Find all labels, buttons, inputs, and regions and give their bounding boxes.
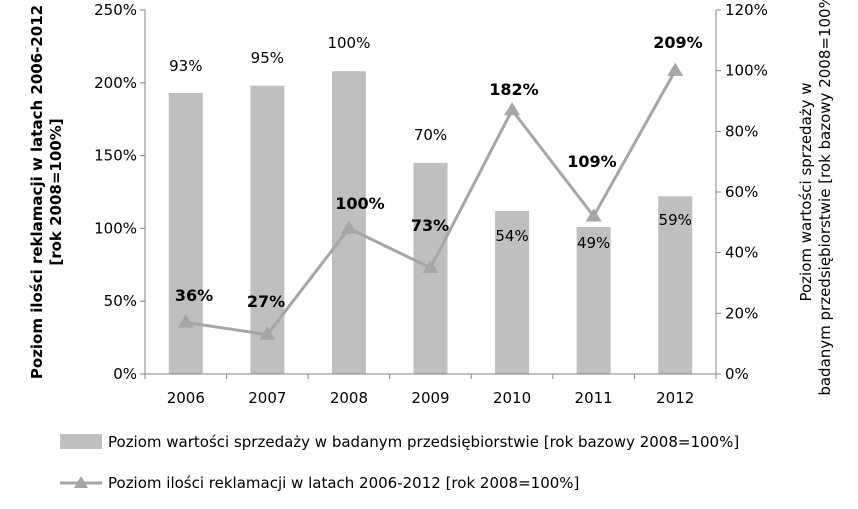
legend: Poziom wartości sprzedaży w badanym prze… [60,433,739,492]
line-label-2011: 109% [567,152,616,171]
y-tick-label-left: 50% [104,292,137,310]
line-series [177,62,684,340]
bar-label-2009: 70% [414,126,447,144]
legend-line-marker [74,476,88,488]
line-label-2007: 27% [247,292,285,311]
y-tick-label-left: 150% [94,147,137,165]
bar-2006 [168,92,203,374]
legend-bar-swatch [60,434,102,449]
y-tick-label-right: 120% [725,1,768,19]
bar-2007 [250,85,285,374]
axes: 0% 50% 100% 150% 200% 250% 0% 20% 40% 60% 80% 100% 1… [28,0,834,407]
y-tick-label-left: 250% [94,1,137,19]
line-point-2008 [340,220,357,234]
x-tick-label: 2012 [656,389,694,407]
y-tick-label-left: 0% [113,365,137,383]
x-tick-label: 2010 [493,389,531,407]
y-tick-label-left: 100% [94,219,137,237]
bar-2012 [658,196,693,374]
y-tick-label-right: 40% [725,244,758,262]
y-axis-title-right: Poziom wartości sprzedaży wbadanym przed… [797,0,834,396]
x-tick-label: 2006 [167,389,205,407]
line-point-2009 [422,259,439,274]
bar-2011 [576,226,611,374]
line-label-2012: 209% [653,33,702,52]
line-point-2012 [667,62,684,76]
x-tick-label: 2009 [411,389,449,407]
x-tick-label: 2011 [575,389,613,407]
line-point-2011 [585,208,602,222]
bar-label-2010: 54% [495,227,528,245]
y-tick-label-right: 100% [725,62,768,80]
y-tick-label-right: 20% [725,304,758,322]
bar-2010 [495,210,530,374]
line-label-2010: 182% [489,80,538,99]
bar-label-2006: 93% [169,57,202,75]
y-tick-label-right: 60% [725,183,758,201]
line-point-2006 [177,314,194,328]
bar-label-2007: 95% [251,49,284,67]
legend-line-label: Poziom ilości reklamacji w latach 2006-2… [108,474,579,492]
y-tick-label-right: 80% [725,122,758,140]
data-labels: 93% 95% 100% 70% 54% 49% 59% 36% 27% 100% 73% 182% 1… [169,33,703,311]
line-label-2009: 73% [411,216,449,235]
line-point-2007 [259,326,276,340]
bar-label-2011: 49% [577,234,610,252]
line-point-2010 [504,102,521,116]
bar-label-2012: 59% [659,211,692,229]
x-tick-label: 2007 [248,389,286,407]
y-tick-label-left: 200% [94,74,137,92]
legend-bar-label: Poziom wartości sprzedaży w badanym prze… [108,433,739,451]
y-axis-title-left: Poziom ilości reklamacji w latach 2006-2… [28,5,65,379]
bar-series [168,71,693,374]
line-label-2006: 36% [175,286,213,305]
x-tick-label: 2008 [330,389,368,407]
y-tick-label-right: 0% [725,365,749,383]
line-label-2008: 100% [335,194,384,213]
bar-label-2008: 100% [327,34,370,52]
